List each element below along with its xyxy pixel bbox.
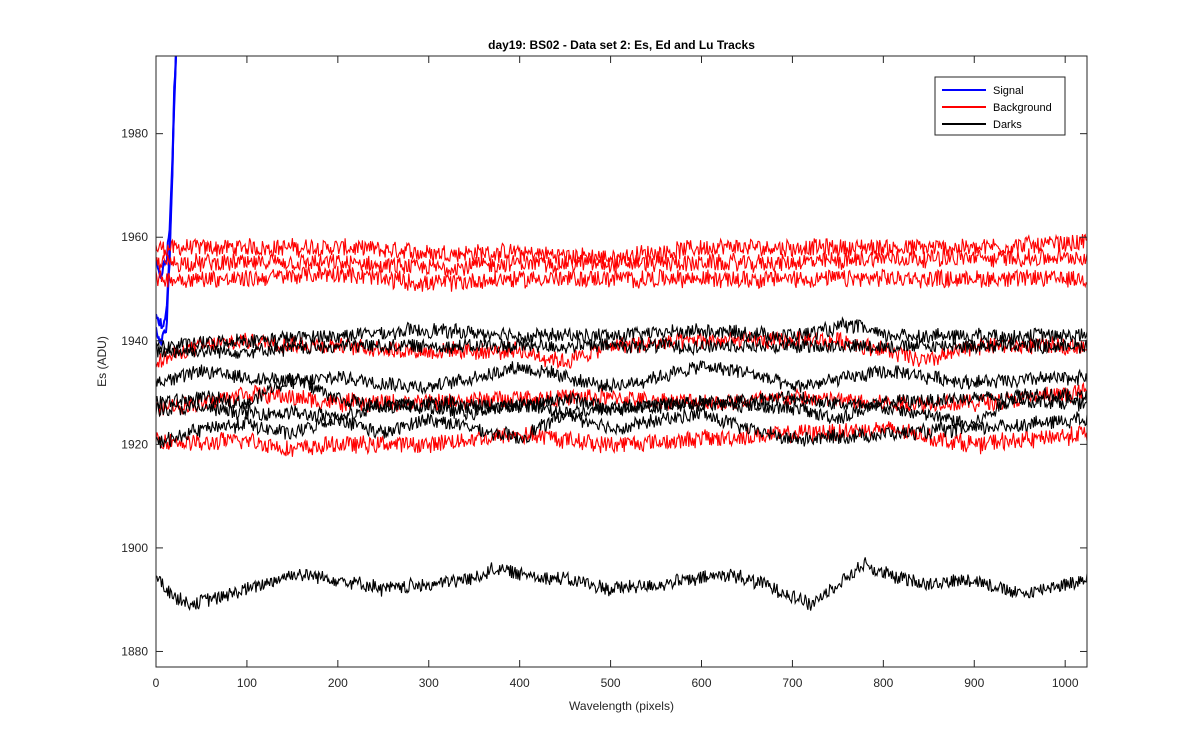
- x-tick-label: 700: [782, 676, 802, 690]
- series-line-background-3: [156, 233, 1087, 266]
- series-line-background-8: [156, 421, 1087, 457]
- x-axis-ticks: 0 100 200 300 400 500 600 700 800 900 1000: [153, 56, 1079, 690]
- series-line-darks-13: [156, 391, 1087, 426]
- x-tick-label: 600: [691, 676, 711, 690]
- x-tick-label: 100: [237, 676, 257, 690]
- y-tick-label: 1960: [121, 230, 148, 244]
- series-line-darks-14: [156, 406, 1087, 449]
- plot-frame: [155, 55, 1088, 668]
- x-tick-label: 500: [601, 676, 621, 690]
- series-layer: [156, 56, 1087, 612]
- x-tick-label: 1000: [1052, 676, 1079, 690]
- y-tick-label: 1900: [121, 541, 148, 555]
- legend-label-signal: Signal: [993, 85, 1024, 97]
- x-axis-label: Wavelength (pixels): [569, 699, 674, 713]
- x-tick-label: 300: [419, 676, 439, 690]
- series-line-darks-15: [156, 557, 1087, 612]
- y-tick-label: 1980: [121, 127, 148, 141]
- y-tick-label: 1920: [121, 437, 148, 451]
- y-tick-label: 1880: [121, 644, 148, 658]
- series-line-darks-10: [156, 337, 1087, 359]
- y-axis-ticks: 1880 1900 1920 1940 1960 1980: [121, 127, 1087, 658]
- x-tick-label: 200: [328, 676, 348, 690]
- plot-area: 0 100 200 300 400 500 600 700 800 900 1000 1880 190…: [121, 55, 1088, 690]
- chart-title: day19: BS02 - Data set 2: Es, Ed and Lu …: [488, 38, 755, 52]
- series-line-darks-11: [156, 360, 1087, 395]
- x-tick-label: 400: [510, 676, 530, 690]
- series-line-darks-12: [156, 372, 1087, 429]
- y-tick-label: 1940: [121, 334, 148, 348]
- legend-label-darks: Darks: [993, 119, 1022, 131]
- series-line-background-7: [156, 381, 1087, 417]
- y-axis-label: Es (ADU): [95, 336, 109, 387]
- x-tick-label: 800: [873, 676, 893, 690]
- legend: Signal Background Darks: [934, 76, 1066, 136]
- series-line-background-4: [156, 246, 1087, 276]
- legend-label-background: Background: [993, 102, 1052, 114]
- x-tick-label: 0: [153, 676, 160, 690]
- series-line-signal-1: [156, 56, 177, 330]
- series-line-background-5: [156, 265, 1087, 292]
- x-tick-label: 900: [964, 676, 984, 690]
